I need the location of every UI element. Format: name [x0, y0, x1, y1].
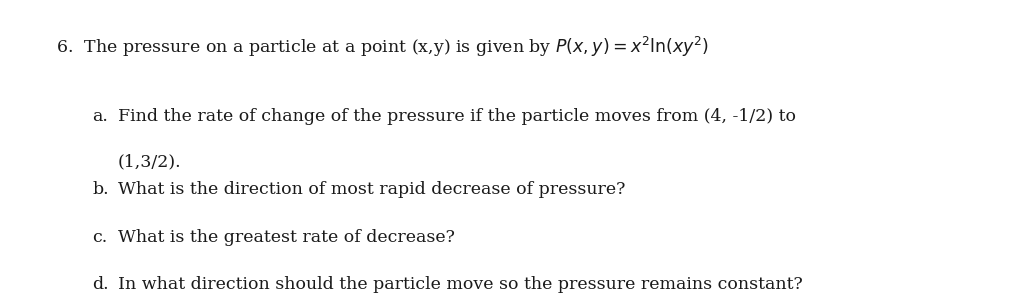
Text: What is the greatest rate of decrease?: What is the greatest rate of decrease?	[118, 229, 455, 246]
Text: In what direction should the particle move so the pressure remains constant?: In what direction should the particle mo…	[118, 276, 802, 293]
Text: c.: c.	[92, 229, 108, 246]
Text: What is the direction of most rapid decrease of pressure?: What is the direction of most rapid decr…	[118, 181, 626, 199]
Text: 6.  The pressure on a particle at a point (x,y) is given by $P(x, y) = x^2\mathr: 6. The pressure on a particle at a point…	[56, 35, 709, 60]
Text: Find the rate of change of the pressure if the particle moves from (4, -1/2) to: Find the rate of change of the pressure …	[118, 108, 796, 125]
Text: b.: b.	[92, 181, 109, 199]
Text: (1,3/2).: (1,3/2).	[118, 153, 182, 171]
Text: a.: a.	[92, 108, 108, 125]
Text: d.: d.	[92, 276, 109, 293]
